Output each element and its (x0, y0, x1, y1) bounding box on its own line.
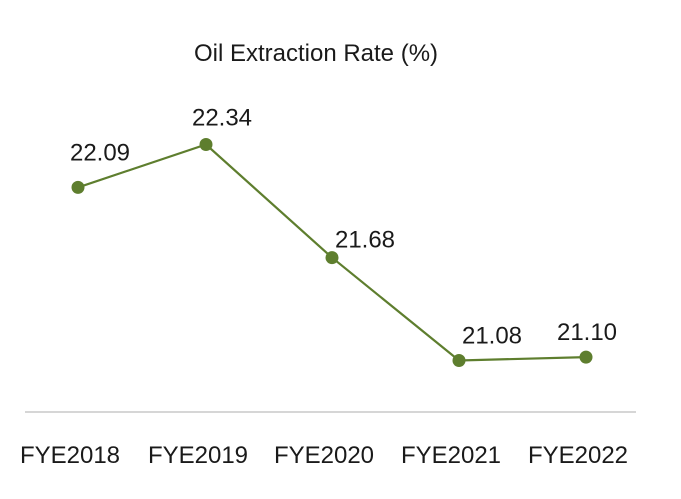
data-point-marker (199, 138, 213, 151)
data-label: 22.09 (70, 139, 130, 166)
x-tick-label: FYE2021 (401, 442, 501, 469)
data-point-marker (579, 350, 593, 364)
data-label: 21.08 (462, 323, 522, 350)
data-label: 21.10 (557, 319, 617, 346)
x-tick-labels: FYE2018 FYE2019 FYE2020 FYE2021 FYE2022 (20, 442, 628, 469)
data-point-marker (71, 180, 85, 194)
chart-title: Oil Extraction Rate (%) (194, 40, 438, 67)
x-tick-label: FYE2022 (528, 442, 628, 469)
series-layer: 22.09 22.34 21.68 21.08 21.10 (70, 105, 617, 367)
data-label: 22.34 (192, 105, 252, 132)
data-point-marker (452, 354, 466, 367)
x-tick-label: FYE2020 (274, 442, 374, 469)
data-point-marker (325, 251, 339, 265)
x-tick-label: FYE2019 (148, 442, 248, 469)
data-label: 21.68 (335, 227, 395, 254)
x-tick-label: FYE2018 (20, 442, 120, 469)
